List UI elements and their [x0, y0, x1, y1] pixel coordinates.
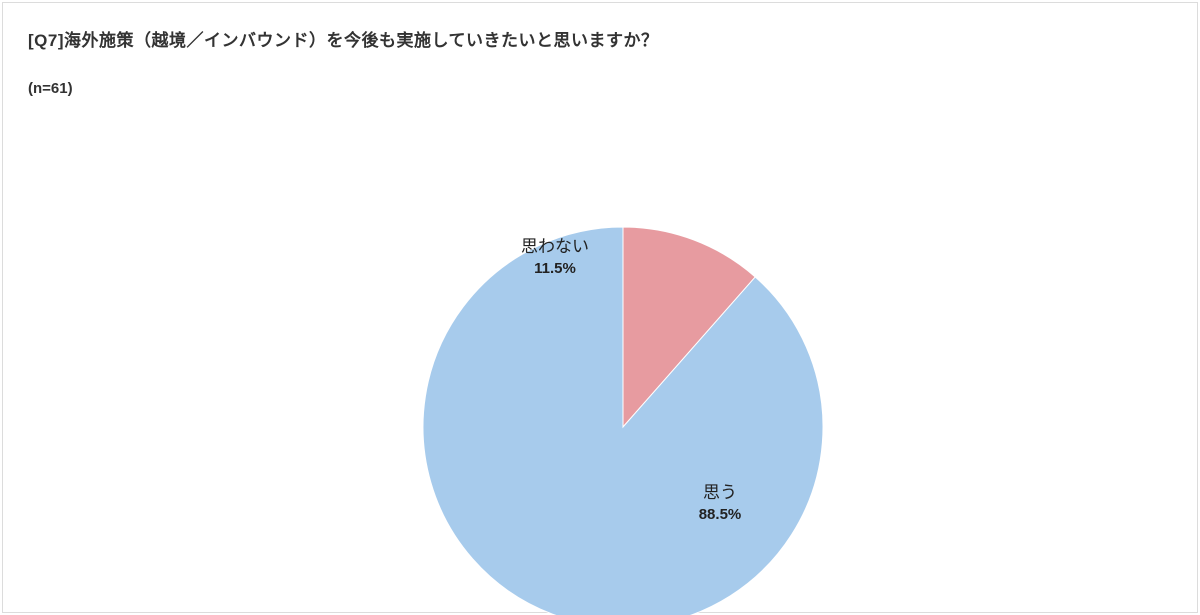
- pie-svg: [420, 224, 826, 615]
- slice-no-name: 思わない: [515, 236, 595, 259]
- slice-label-yes: 思う 88.5%: [680, 482, 760, 525]
- slice-yes-pct: 88.5%: [680, 505, 760, 525]
- slice-no-pct: 11.5%: [515, 259, 595, 279]
- pie-chart: [420, 224, 826, 615]
- slice-yes-name: 思う: [680, 482, 760, 505]
- pie-slice-yes: [423, 227, 823, 615]
- slice-label-no: 思わない 11.5%: [515, 236, 595, 279]
- sample-size: (n=61): [28, 80, 73, 97]
- question-title: [Q7]海外施策（越境／インバウンド）を今後も実施していきたいと思いますか？: [28, 26, 659, 51]
